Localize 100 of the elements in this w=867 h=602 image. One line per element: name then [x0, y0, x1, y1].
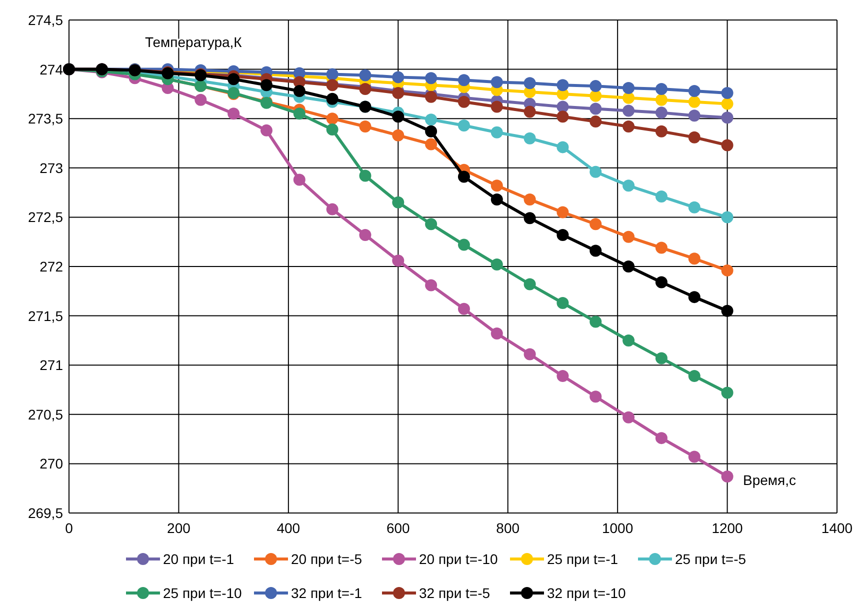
point [458, 238, 470, 251]
x-tick-label: 0 [65, 520, 74, 536]
point [721, 304, 734, 317]
point [622, 334, 635, 346]
y-tick-label: 272,5 [28, 209, 64, 226]
y-tick-label: 269,5 [28, 505, 64, 521]
x-tick-label: 200 [167, 520, 191, 536]
point [490, 76, 503, 88]
point [655, 94, 668, 106]
y-tick-label: 274,5 [28, 12, 64, 28]
point [721, 139, 734, 152]
point [228, 73, 240, 86]
point [655, 432, 668, 444]
point [622, 180, 635, 192]
x-tick-label: 800 [496, 520, 520, 536]
point [622, 82, 635, 94]
legend-label: 25 при t=-10 [163, 585, 242, 601]
y-tick-label: 271 [40, 357, 64, 374]
point [721, 470, 734, 483]
point [458, 120, 470, 132]
legend-label: 20 при t=-5 [291, 551, 362, 567]
point [655, 106, 668, 119]
point [590, 244, 602, 257]
point [425, 218, 438, 230]
point [622, 411, 635, 424]
point [590, 218, 602, 230]
point [458, 302, 470, 315]
point [590, 116, 602, 128]
point [490, 180, 503, 192]
point [688, 291, 700, 304]
x-axis-title: Время,с [743, 472, 796, 488]
x-tick-label: 1200 [712, 520, 744, 536]
point [326, 203, 338, 216]
point [524, 106, 536, 118]
x-tick-label: 1400 [821, 520, 853, 536]
legend-label: 32 при t=-5 [419, 585, 490, 601]
point [326, 112, 338, 125]
x-tick-label: 600 [386, 520, 410, 536]
point [194, 94, 207, 106]
point [590, 316, 602, 328]
point [688, 201, 700, 214]
x-tick-label: 400 [276, 520, 300, 536]
legend-label: 32 при t=-1 [291, 585, 362, 601]
legend-label: 32 при t=-10 [547, 585, 626, 601]
point [688, 131, 700, 144]
x-tick-label: 1000 [602, 520, 634, 536]
point [326, 123, 338, 136]
point [490, 126, 503, 138]
point [688, 370, 700, 382]
point [425, 72, 438, 84]
point [359, 120, 372, 132]
point [392, 196, 404, 208]
point [688, 110, 700, 122]
point [655, 352, 668, 364]
point [655, 242, 668, 254]
point [490, 328, 503, 340]
point [524, 193, 536, 206]
point [590, 102, 602, 115]
point [524, 278, 536, 290]
y-tick-label: 270 [40, 456, 64, 472]
point [556, 79, 569, 92]
point [524, 132, 536, 144]
point [721, 86, 734, 99]
point [260, 79, 272, 92]
point [721, 112, 734, 124]
point [622, 92, 635, 104]
point [392, 110, 404, 123]
point [590, 90, 602, 102]
point [228, 108, 240, 120]
point [458, 96, 470, 108]
point [590, 166, 602, 178]
legend-label: 25 при t=-5 [675, 551, 746, 567]
point [622, 230, 635, 243]
point [326, 68, 338, 80]
point [556, 141, 569, 154]
y-tick-label: 270,5 [28, 406, 64, 422]
point [326, 92, 338, 105]
point [425, 138, 438, 150]
point [425, 279, 438, 292]
point [655, 83, 668, 96]
y-tick-label: 273,5 [28, 110, 64, 127]
y-tick-label: 271,5 [28, 308, 64, 324]
legend-label: 20 при t=-1 [163, 551, 234, 567]
point [293, 174, 306, 186]
point [688, 252, 700, 265]
y-tick-label: 273 [40, 160, 64, 176]
point [622, 260, 635, 272]
point [425, 114, 438, 126]
point [688, 96, 700, 108]
point [490, 193, 503, 206]
point [490, 100, 503, 113]
point [622, 120, 635, 132]
point [556, 206, 569, 218]
point [622, 104, 635, 117]
y-tick-label: 274 [40, 61, 64, 78]
point [293, 108, 306, 120]
point [425, 125, 438, 138]
point [655, 190, 668, 202]
point [293, 85, 306, 97]
point [721, 386, 734, 399]
